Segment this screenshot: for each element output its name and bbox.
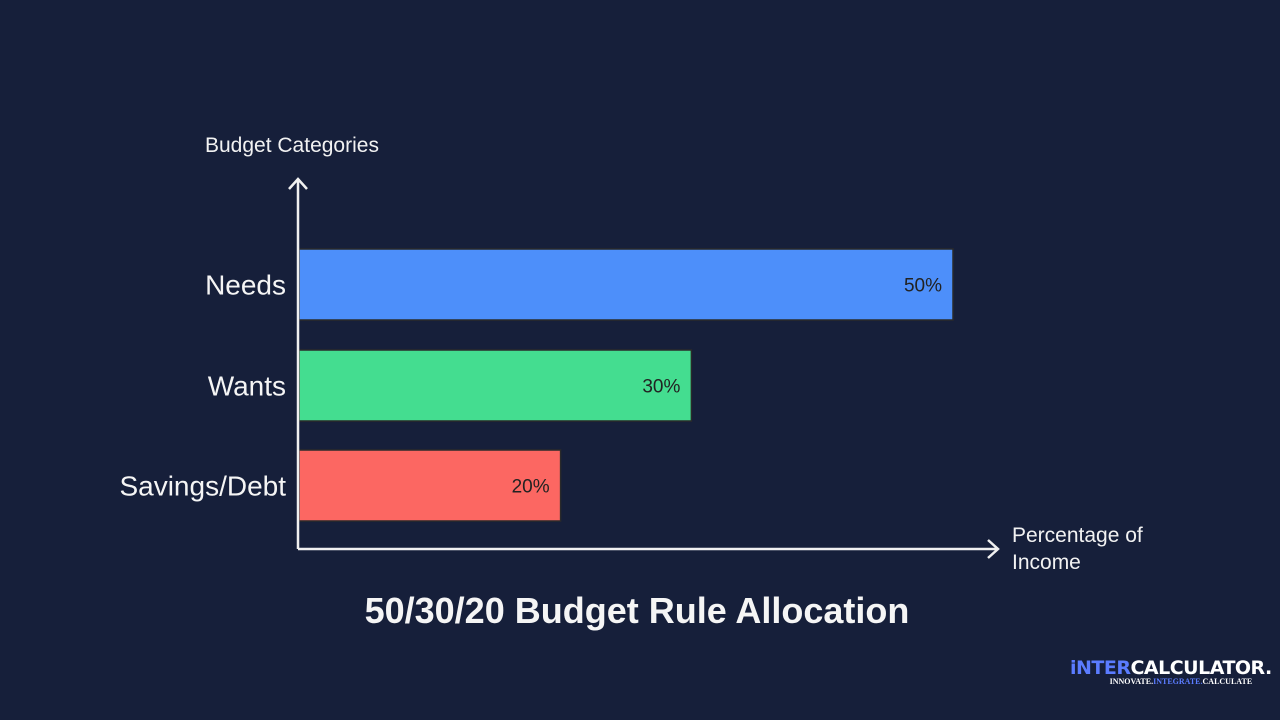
data-label: 30% [642, 377, 680, 398]
bar-needs [298, 248, 954, 321]
intercalculator-logo: iNTERCALCULATOR. INNOVATE.INTEGRATE.CALC… [1070, 657, 1272, 686]
category-label: Wants [208, 371, 286, 402]
logo-text-a: iNTER [1070, 657, 1131, 679]
category-label: Savings/Debt [119, 471, 286, 502]
logo-text-b: CALCULATOR. [1130, 657, 1272, 679]
y-axis-label: Budget Categories [205, 134, 379, 157]
x-axis-label: Percentage of Income [1012, 524, 1143, 574]
x-axis [298, 539, 1000, 559]
logo-tag-c: CALCULATE [1202, 677, 1253, 686]
logo-tag-b: INTEGRATE. [1153, 677, 1203, 686]
logo-tag-a: INNOVATE. [1109, 677, 1154, 686]
data-label: 20% [512, 477, 550, 498]
chart-title: 50/30/20 Budget Rule Allocation [364, 590, 910, 631]
bar-savings-debt [298, 449, 562, 522]
category-label: Needs [205, 270, 286, 301]
data-label: 50% [904, 276, 942, 297]
bar-wants [298, 349, 693, 422]
y-axis [288, 177, 308, 549]
